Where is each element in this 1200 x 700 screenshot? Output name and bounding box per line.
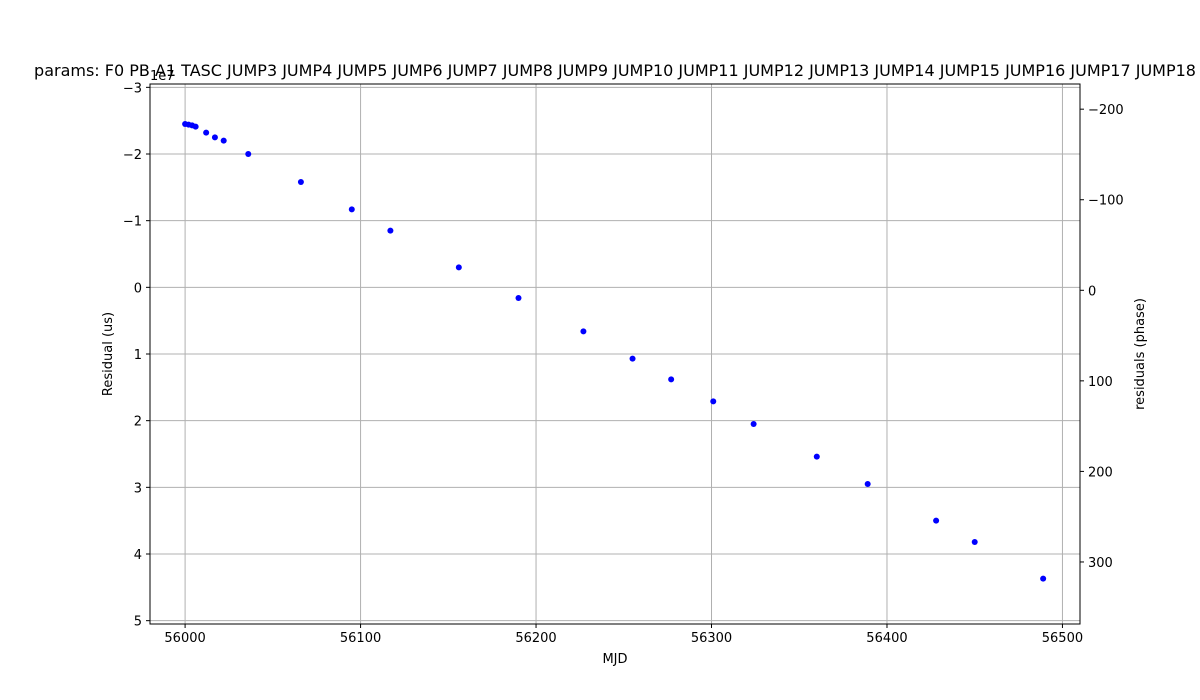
x-tick-label: 56000	[164, 631, 205, 646]
y-tick-label: −1	[123, 215, 142, 230]
y-axis-label-right: residuals (phase)	[1133, 298, 1148, 410]
data-point	[580, 328, 587, 335]
data-point	[629, 355, 636, 362]
x-tick-label: 56100	[340, 631, 381, 646]
y-tick-label: 1	[134, 348, 142, 363]
data-point	[668, 376, 675, 383]
data-point	[933, 517, 940, 524]
data-point	[455, 264, 462, 271]
y-tick-label: 4	[134, 548, 142, 563]
data-point	[297, 179, 304, 185]
x-tick-label: 56300	[691, 631, 732, 646]
data-point	[971, 539, 978, 545]
y-tick-label: −2	[123, 148, 142, 163]
x-axis-label: MJD	[602, 652, 627, 667]
data-point	[211, 134, 218, 141]
y-right-tick-label: 300	[1088, 556, 1113, 571]
y-right-tick-label: −200	[1088, 103, 1124, 118]
y-axis-label: Residual (us)	[101, 312, 116, 396]
y-tick-label: 5	[134, 615, 142, 630]
y-tick-label: −3	[123, 81, 142, 96]
data-point	[864, 481, 871, 487]
x-tick-label: 56200	[515, 631, 556, 646]
chart-title: params: F0 PB A1 TASC JUMP3 JUMP4 JUMP5 …	[34, 61, 1196, 80]
y-right-tick-label: 200	[1088, 465, 1113, 480]
y-offset-label: 1e7	[150, 69, 175, 84]
y-tick-label: 2	[134, 415, 142, 430]
data-point	[710, 398, 717, 405]
grid	[150, 84, 1080, 624]
data-point	[245, 151, 252, 157]
y-right-tick-label: 0	[1088, 284, 1096, 299]
y-tick-label: 0	[134, 281, 142, 296]
data-point	[348, 206, 355, 213]
data-point	[813, 453, 820, 460]
axis-ticks: 56000 56100 56200 56300 56400 56500 −3 −2 −1 0 1 2 3…	[123, 81, 1124, 646]
y-tick-label: 3	[134, 481, 142, 496]
x-tick-label: 56500	[1042, 631, 1083, 646]
data-point	[220, 137, 227, 144]
data-point	[515, 295, 522, 301]
data-point	[750, 421, 757, 427]
y-right-tick-label: −100	[1088, 194, 1124, 209]
y-right-tick-label: 100	[1088, 375, 1113, 390]
data-point	[387, 227, 394, 234]
data-points	[182, 121, 1047, 582]
data-point	[1040, 575, 1047, 582]
data-point	[203, 129, 210, 136]
data-point	[192, 123, 199, 130]
x-tick-label: 56400	[866, 631, 907, 646]
